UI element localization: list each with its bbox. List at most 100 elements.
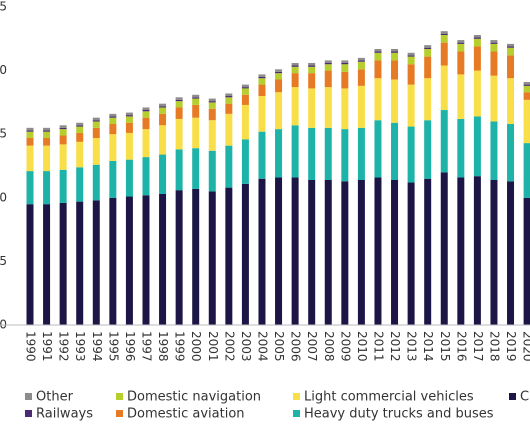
bar-segment <box>192 117 200 149</box>
bar-segment <box>109 124 117 135</box>
bar-segment <box>440 110 448 173</box>
bar-segment <box>357 57 365 61</box>
bar-segment <box>125 159 133 197</box>
bar-segment <box>109 134 117 161</box>
bar-segment <box>473 46 481 71</box>
x-tick-label: 2017 <box>471 331 485 362</box>
y-tick-label: 10 <box>0 190 7 204</box>
bar-segment <box>523 143 530 198</box>
legend-swatch <box>293 410 300 417</box>
bar-segment <box>324 60 332 63</box>
bar-segment <box>490 121 498 180</box>
legend-swatch <box>116 393 123 400</box>
bar-segment <box>291 66 299 74</box>
bar-segment <box>142 195 150 325</box>
bar-segment <box>159 125 167 155</box>
x-tick-label: 2012 <box>388 331 402 362</box>
bar-segment <box>258 74 266 77</box>
bar-segment <box>109 113 117 117</box>
bar-segment <box>457 177 465 325</box>
bar-segment <box>159 113 167 126</box>
bar-segment <box>26 145 34 172</box>
bar-segment <box>523 99 530 144</box>
bar-segment <box>208 108 216 121</box>
bar-segment <box>407 55 415 57</box>
bar-segment <box>125 116 133 123</box>
bar-segment <box>275 69 283 72</box>
bar-segment <box>125 132 133 160</box>
bar-segment <box>59 129 67 136</box>
x-tick-label: 2015 <box>438 331 452 362</box>
x-tick-label: 2010 <box>355 331 369 362</box>
bar-segment <box>308 66 316 74</box>
bar-segment <box>391 122 399 180</box>
bar-segment <box>473 116 481 177</box>
bar-segment <box>440 42 448 66</box>
y-tick-label: 25 <box>0 0 7 14</box>
bar-segment <box>125 112 133 116</box>
bar-segment <box>407 64 415 85</box>
bar-segment <box>490 179 498 325</box>
bar-segment <box>142 107 150 111</box>
bar-segment <box>507 78 515 125</box>
bar-segment <box>159 107 167 114</box>
bar-segment <box>26 138 34 146</box>
legend-swatch <box>25 393 32 400</box>
bar-segment <box>159 103 167 107</box>
y-tick-label: 15 <box>0 127 7 141</box>
x-tick-label: 2000 <box>189 331 203 362</box>
bar-segment <box>391 52 399 61</box>
bar-segment <box>341 71 349 89</box>
bar-segment <box>324 87 332 128</box>
x-tick-label: 2020 <box>521 331 530 362</box>
x-tick-label: 2003 <box>239 331 253 362</box>
bar-segment <box>192 148 200 189</box>
bar-segment <box>159 106 167 108</box>
bar-segment <box>440 33 448 35</box>
bar-segment <box>523 84 530 86</box>
bar-segment <box>324 70 332 88</box>
y-tick-label: 5 <box>0 254 7 268</box>
bar-segment <box>407 84 415 127</box>
legend-label: Railways <box>36 407 93 422</box>
x-tick-label: 1997 <box>139 331 153 362</box>
bar-segment <box>308 65 316 67</box>
bar-segment <box>59 135 67 145</box>
bar-segment <box>391 51 399 53</box>
x-tick-label: 1991 <box>40 331 54 362</box>
bar-segment <box>440 31 448 34</box>
bar-segment <box>208 98 216 102</box>
bar-segment <box>92 121 100 128</box>
bar-segment <box>43 171 51 205</box>
bar-segment <box>258 96 266 132</box>
bar-segment <box>308 179 316 325</box>
bar-segment <box>208 191 216 325</box>
bar-segment <box>76 126 84 133</box>
bar-segment <box>142 111 150 118</box>
bar-segment <box>407 56 415 65</box>
bar-segment <box>440 34 448 43</box>
bar-segment <box>374 51 382 53</box>
bar-segment <box>374 52 382 61</box>
bar-segment <box>26 127 34 131</box>
bar-segment <box>258 76 266 79</box>
bar-segment <box>175 118 183 150</box>
bar-segment <box>26 130 34 132</box>
bar-segment <box>175 101 183 108</box>
bar-segment <box>424 47 432 49</box>
bar-segment <box>241 94 249 105</box>
bar-segment <box>76 201 84 325</box>
bar-segment <box>142 157 150 196</box>
bar-segment <box>192 104 200 118</box>
bar-segment <box>192 94 200 98</box>
bar-segment <box>341 88 349 130</box>
bar-segment <box>92 117 100 121</box>
bar-segment <box>424 56 432 79</box>
bar-segment <box>357 69 365 86</box>
x-tick-label: 1992 <box>57 331 71 362</box>
bar-segment <box>341 64 349 72</box>
legend-swatch <box>116 410 123 417</box>
bar-segment <box>308 88 316 128</box>
